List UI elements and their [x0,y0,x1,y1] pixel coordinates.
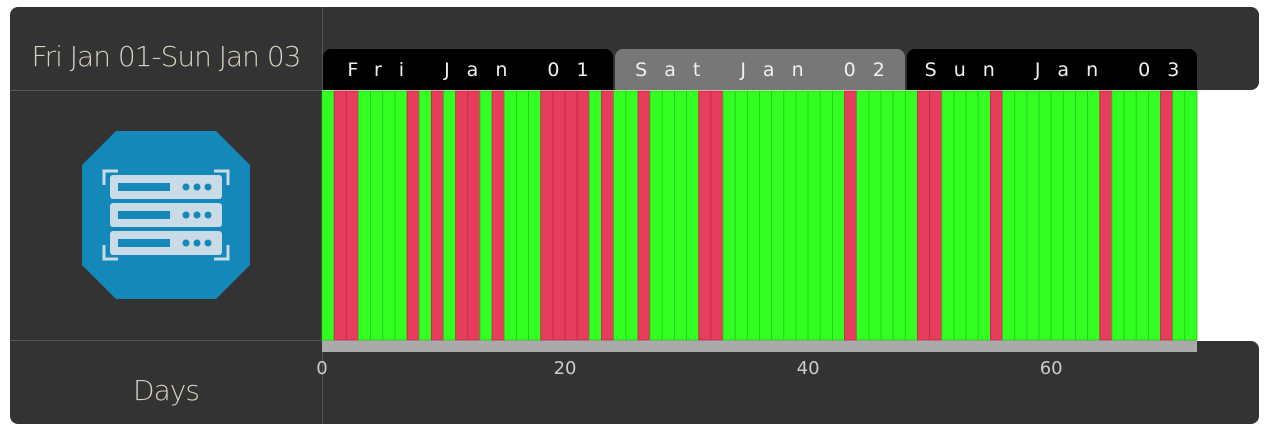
up-segment [1087,90,1101,341]
up-segment [321,90,335,341]
up-segment [977,90,991,341]
up-segment [394,90,408,341]
down-segment [467,90,481,341]
up-segment [516,90,529,341]
up-segment [370,90,384,341]
up-segment [783,90,797,341]
axis-strip [322,341,1259,424]
up-segment [819,90,833,341]
up-segment [807,90,821,341]
down-segment [333,90,347,341]
divider [322,7,323,90]
down-segment [698,90,712,341]
up-segment [418,90,432,341]
day-tab-sun[interactable]: Sun Jan 03 [907,49,1197,90]
up-segment [1123,90,1137,341]
up-segment [1111,90,1125,341]
down-segment [601,90,615,341]
up-segment [880,90,894,341]
up-segment [722,90,736,341]
up-segment [1002,90,1016,341]
down-segment [1099,90,1113,341]
up-segment [625,90,639,341]
up-segment [1014,90,1028,341]
up-segment [856,90,870,341]
down-segment [637,90,651,341]
up-segment [686,90,700,341]
up-segment [868,90,882,341]
up-segment [528,90,542,341]
up-segment [358,90,372,341]
down-segment [406,90,420,341]
up-segment [1075,90,1089,341]
up-segment [1026,90,1040,341]
up-segment [795,90,809,341]
up-segment [588,90,602,341]
up-segment [953,90,967,341]
date-range-title: Fri Jan 01-Sun Jan 03 [31,40,302,73]
up-segment [503,90,517,341]
up-segment [1062,90,1076,341]
down-segment [990,90,1003,341]
up-segment [759,90,773,341]
down-segment [576,90,590,341]
down-segment [564,90,578,341]
down-segment [491,90,505,341]
up-segment [892,90,906,341]
up-segment [479,90,493,341]
up-segment [1038,90,1052,341]
x-axis-title: Days [133,374,200,407]
up-segment [771,90,785,341]
down-segment [1160,90,1174,341]
up-segment [382,90,396,341]
divider [10,340,322,341]
up-segment [904,90,918,341]
up-segment [443,90,457,341]
up-segment [734,90,748,341]
up-segment [1172,90,1186,341]
down-segment [844,90,858,341]
divider [10,90,322,91]
divider [322,341,323,424]
up-segment [746,90,760,341]
down-segment [540,90,554,341]
up-segment [674,90,687,341]
up-segment [1050,90,1064,341]
up-segment [1135,90,1149,341]
up-segment [1147,90,1161,341]
down-segment [552,90,566,341]
x-tick-label: 0 [316,358,327,379]
day-tab-sat[interactable]: Sat Jan 02 [615,49,905,90]
x-tick-label: 20 [554,358,577,379]
up-segment [965,90,979,341]
down-segment [345,90,359,341]
up-segment [649,90,663,341]
server-icon [82,131,250,299]
up-segment [661,90,675,341]
axis-title-panel [10,341,322,424]
x-tick-label: 60 [1040,358,1063,379]
x-axis-baseline [322,340,1197,352]
x-tick-label: 40 [797,358,820,379]
title-panel [10,7,322,90]
down-segment [430,90,444,341]
up-segment [832,90,845,341]
down-segment [917,90,931,341]
down-segment [710,90,724,341]
up-segment [613,90,627,341]
down-segment [455,90,469,341]
day-tab-fri[interactable]: Fri Jan 01 [323,49,613,90]
down-segment [929,90,943,341]
up-segment [1184,90,1198,341]
up-segment [941,90,955,341]
